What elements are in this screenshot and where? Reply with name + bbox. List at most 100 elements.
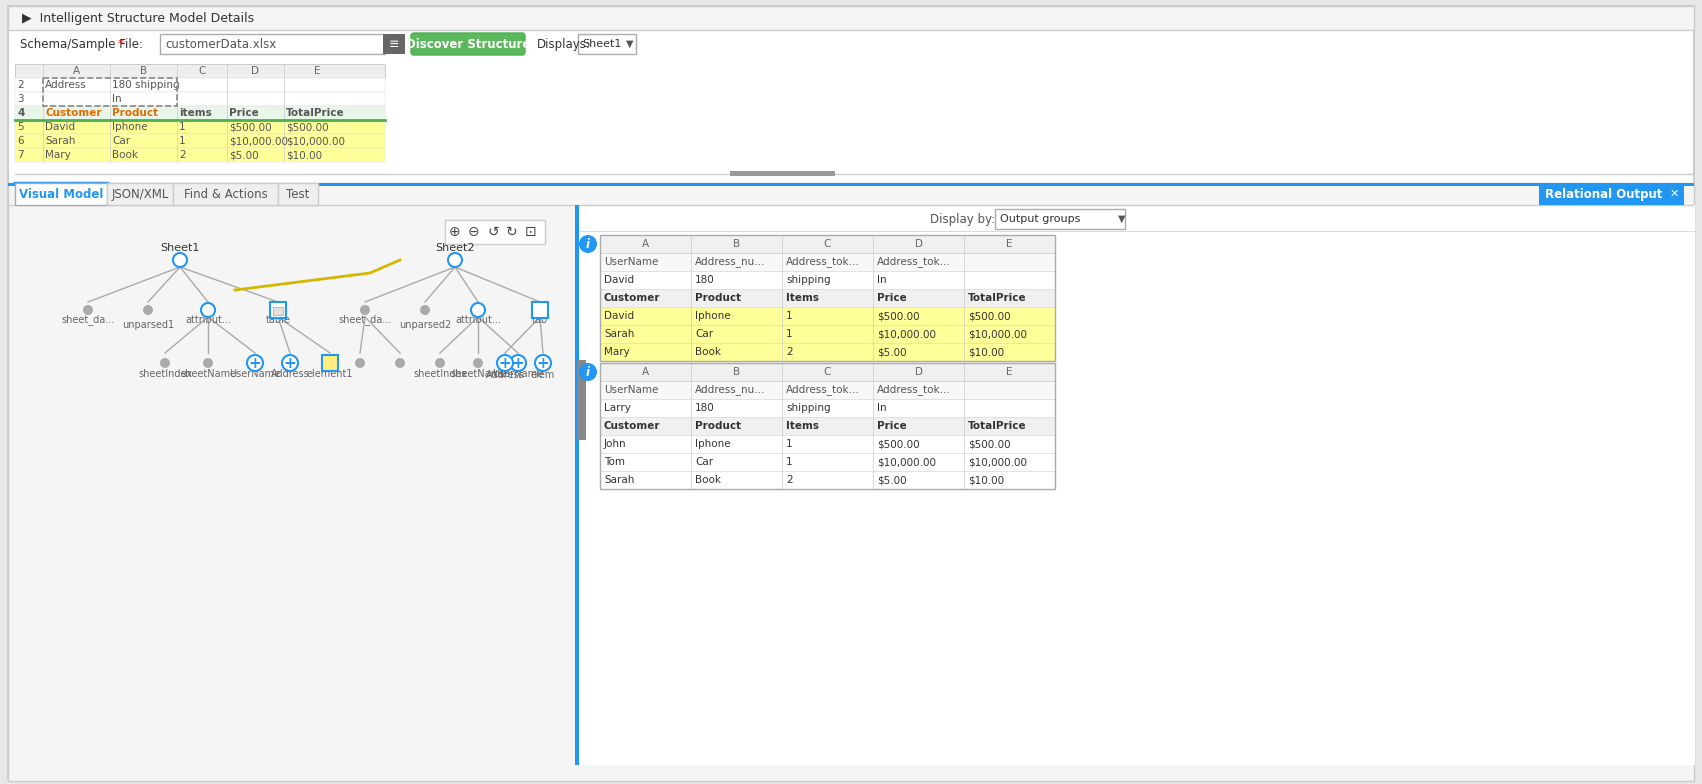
Text: $10,000.00: $10,000.00: [286, 136, 346, 146]
Circle shape: [356, 358, 364, 368]
Bar: [601, 363, 1055, 489]
Text: C: C: [824, 367, 831, 377]
Text: E: E: [315, 66, 320, 76]
Text: Price: Price: [877, 293, 907, 303]
Bar: [601, 325, 1055, 343]
Text: i: i: [585, 238, 591, 251]
Text: Customer: Customer: [604, 293, 660, 303]
Bar: [601, 307, 1055, 325]
Text: 3: 3: [17, 94, 24, 104]
Text: Mary: Mary: [44, 150, 71, 160]
Bar: [174, 183, 277, 205]
Text: $10.00: $10.00: [286, 150, 322, 160]
Text: Sheet1: Sheet1: [160, 243, 199, 253]
Text: 2: 2: [179, 150, 186, 160]
Text: Price: Price: [230, 108, 259, 118]
Bar: [43, 78, 177, 106]
Text: 180: 180: [694, 275, 715, 285]
Text: Car: Car: [694, 457, 713, 467]
Text: E: E: [1006, 367, 1013, 377]
Text: sheetName: sheetName: [180, 369, 237, 379]
Bar: [15, 120, 385, 134]
Text: shipping: shipping: [786, 275, 831, 285]
Bar: [601, 235, 1055, 253]
Text: In: In: [877, 275, 887, 285]
Bar: [601, 271, 1055, 289]
Bar: [577, 360, 585, 440]
Text: ⊖: ⊖: [468, 225, 480, 239]
Bar: [15, 106, 385, 120]
Text: +: +: [284, 355, 296, 371]
Text: Mary: Mary: [604, 347, 630, 357]
Circle shape: [436, 358, 444, 368]
Text: UserName: UserName: [230, 369, 281, 379]
Text: sheet_da...: sheet_da...: [339, 314, 391, 325]
Text: sheetName: sheetName: [449, 369, 505, 379]
Bar: [9, 183, 1693, 781]
Text: shipping: shipping: [786, 403, 831, 413]
Text: 1: 1: [179, 136, 186, 146]
Bar: [730, 171, 836, 176]
Text: Address: Address: [44, 80, 87, 90]
Text: 180 shipping: 180 shipping: [112, 80, 180, 90]
Text: Find & Actions: Find & Actions: [184, 187, 267, 201]
Bar: [580, 205, 1695, 765]
Text: 180: 180: [694, 403, 715, 413]
Bar: [601, 435, 1055, 453]
Text: Address_tok...: Address_tok...: [786, 384, 860, 395]
Text: Address: Address: [485, 370, 524, 380]
Text: 2: 2: [786, 347, 793, 357]
Text: 2: 2: [17, 80, 24, 90]
Text: B: B: [734, 367, 740, 377]
Bar: [575, 205, 579, 765]
Text: Address_nu...: Address_nu...: [694, 256, 766, 267]
Circle shape: [283, 355, 298, 371]
Circle shape: [395, 358, 405, 368]
Text: A: A: [642, 367, 648, 377]
Text: UserName: UserName: [604, 257, 659, 267]
Text: David: David: [604, 275, 635, 285]
Bar: [1539, 183, 1683, 205]
Text: $500.00: $500.00: [877, 311, 919, 321]
Text: customerData.xlsx: customerData.xlsx: [165, 38, 276, 50]
Text: $10,000.00: $10,000.00: [230, 136, 288, 146]
Circle shape: [448, 253, 461, 267]
Bar: [601, 363, 1055, 381]
Text: D: D: [914, 367, 922, 377]
Text: Displays:: Displays:: [538, 38, 591, 50]
Text: 1: 1: [786, 329, 793, 339]
Text: A: A: [642, 239, 648, 249]
Text: +: +: [499, 355, 511, 371]
Bar: [996, 209, 1125, 229]
Text: $500.00: $500.00: [286, 122, 328, 132]
Text: Iphone: Iphone: [694, 439, 730, 449]
Bar: [579, 34, 637, 54]
Text: elem: elem: [531, 370, 555, 380]
Text: $500.00: $500.00: [877, 439, 919, 449]
Text: Address_tok...: Address_tok...: [877, 256, 951, 267]
Circle shape: [497, 355, 512, 371]
Bar: [15, 64, 385, 78]
Text: In: In: [112, 94, 121, 104]
Text: 1: 1: [786, 311, 793, 321]
Text: ▼: ▼: [626, 39, 633, 49]
Text: unparsed1: unparsed1: [123, 320, 174, 330]
Text: ▼: ▼: [1118, 214, 1125, 224]
Text: 2: 2: [786, 475, 793, 485]
Text: Book: Book: [694, 347, 722, 357]
Text: sheet_da...: sheet_da...: [61, 314, 114, 325]
Circle shape: [420, 305, 431, 315]
Circle shape: [160, 358, 170, 368]
Text: Address: Address: [271, 369, 310, 379]
Text: 6: 6: [17, 136, 24, 146]
Circle shape: [473, 358, 483, 368]
Text: Product: Product: [694, 421, 740, 431]
Text: table: table: [266, 315, 291, 325]
Bar: [272, 307, 283, 315]
Text: Sarah: Sarah: [44, 136, 75, 146]
Circle shape: [83, 305, 94, 315]
Text: Book: Book: [112, 150, 138, 160]
Text: C: C: [824, 239, 831, 249]
Text: $10,000.00: $10,000.00: [968, 329, 1026, 339]
Bar: [601, 343, 1055, 361]
